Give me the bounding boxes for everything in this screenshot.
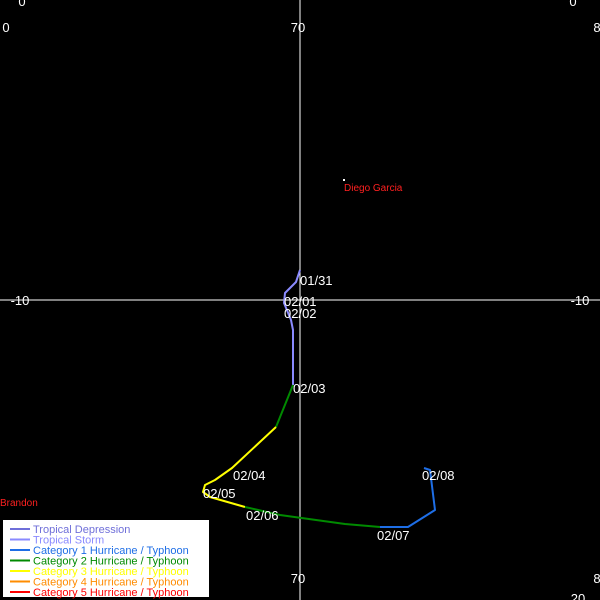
legend-label: Category 2 Hurricane / Typhoon xyxy=(33,556,189,568)
date-label: 02/05 xyxy=(203,486,236,501)
track-segment xyxy=(283,269,301,385)
date-label: 02/06 xyxy=(246,508,279,523)
legend-box xyxy=(3,520,209,597)
map-label: 70 xyxy=(291,20,305,35)
date-label: 02/08 xyxy=(422,468,455,483)
track-segment xyxy=(380,467,436,528)
map-label: 8 xyxy=(593,571,600,586)
date-label: 02/02 xyxy=(284,306,317,321)
date-label: 02/03 xyxy=(293,381,326,396)
map-label: -10 xyxy=(571,293,590,308)
date-label: 01/31 xyxy=(300,273,333,288)
legend-label: Category 5 Hurricane / Typhoon xyxy=(33,587,189,599)
date-label: 02/04 xyxy=(233,468,266,483)
map-label: 0 xyxy=(2,20,9,35)
date-label: 02/07 xyxy=(377,528,410,543)
map-label: 0 xyxy=(18,0,25,9)
place-label: Diego Garcia xyxy=(344,183,403,194)
legend-label: Tropical Storm xyxy=(33,535,104,547)
place-label: Brandon xyxy=(0,498,38,509)
track-segment xyxy=(244,506,381,528)
place-marker xyxy=(343,179,345,181)
map-label: 0 xyxy=(569,0,576,9)
track-segment xyxy=(202,426,277,508)
legend-label: Category 4 Hurricane / Typhoon xyxy=(33,577,189,589)
track xyxy=(202,269,436,528)
date-label: 02/01 xyxy=(284,294,317,309)
map-label: 20 xyxy=(571,591,585,600)
map-label: -10 xyxy=(11,293,30,308)
legend-label: Category 3 Hurricane / Typhoon xyxy=(33,566,189,578)
track-segment xyxy=(275,384,294,428)
map-label: 70 xyxy=(291,571,305,586)
legend-label: Category 1 Hurricane / Typhoon xyxy=(33,545,189,557)
legend-label: Tropical Depression xyxy=(33,524,130,536)
map-label: 8 xyxy=(593,20,600,35)
